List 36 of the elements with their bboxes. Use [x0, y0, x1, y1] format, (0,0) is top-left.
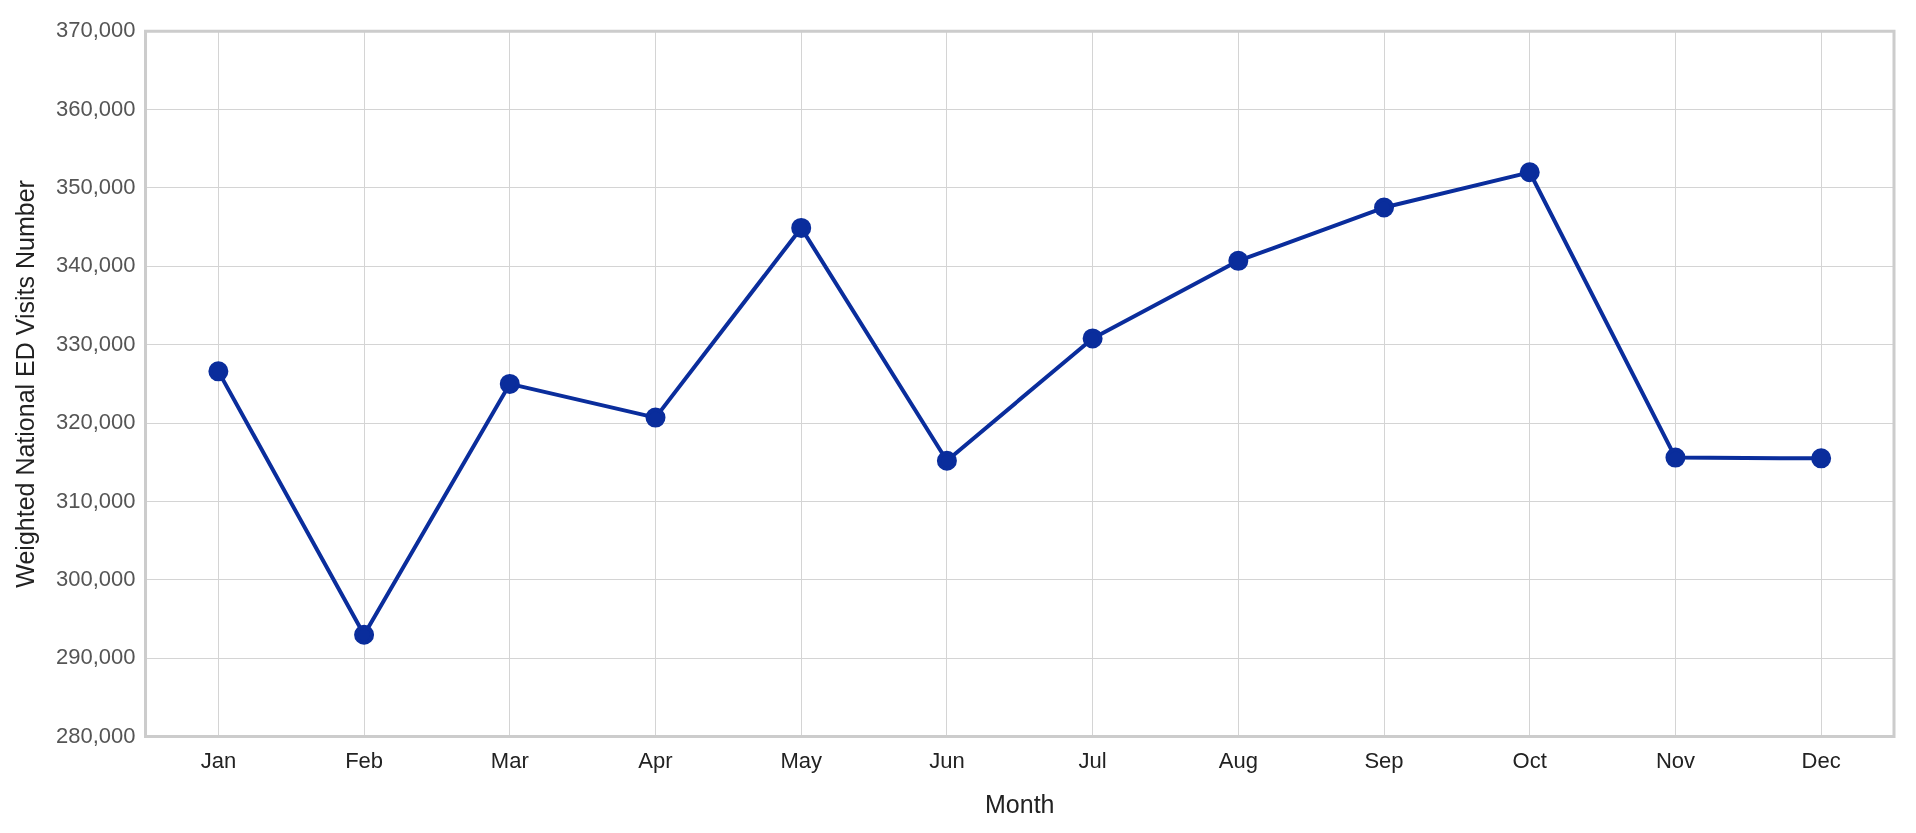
point — [354, 624, 375, 645]
x-axis-title: Month — [985, 789, 1055, 818]
y-tick-label: 280,000 — [55, 722, 136, 748]
point — [1082, 328, 1103, 349]
x-tick-label: May — [780, 747, 822, 773]
y-tick-label: 300,000 — [55, 565, 136, 591]
y-tick-label: 320,000 — [55, 409, 136, 435]
y-tick-label: 310,000 — [55, 487, 136, 513]
point — [1228, 250, 1249, 271]
point — [1811, 448, 1832, 469]
point — [1374, 197, 1395, 218]
x-tick-label: Sep — [1364, 747, 1404, 773]
x-tick-label: Aug — [1218, 747, 1258, 773]
x-tick-label: Nov — [1655, 747, 1695, 773]
y-tick-label: 330,000 — [55, 330, 136, 356]
y-axis-title: Weighted National ED Visits Number — [10, 180, 39, 588]
point — [936, 450, 957, 471]
x-tick-label: Mar — [490, 747, 529, 773]
y-tick-label: 360,000 — [55, 95, 136, 121]
x-tick-label: Apr — [638, 747, 673, 773]
x-tick-label: Feb — [345, 747, 384, 773]
y-tick-label: 350,000 — [55, 174, 136, 200]
y-tick-label: 290,000 — [55, 644, 136, 670]
x-tick-label: Dec — [1801, 747, 1841, 773]
point — [499, 373, 520, 394]
point — [1519, 162, 1540, 183]
x-tick-label: Jun — [929, 747, 965, 773]
x-tick-label: Jan — [200, 747, 237, 773]
point — [645, 407, 666, 428]
point — [1665, 447, 1686, 468]
point — [791, 217, 812, 238]
x-tick-label: Jul — [1078, 747, 1107, 773]
x-tick-label: Oct — [1512, 747, 1547, 773]
y-tick-label: 340,000 — [55, 252, 136, 278]
y-tick-label: 370,000 — [55, 17, 136, 43]
point — [208, 361, 229, 382]
